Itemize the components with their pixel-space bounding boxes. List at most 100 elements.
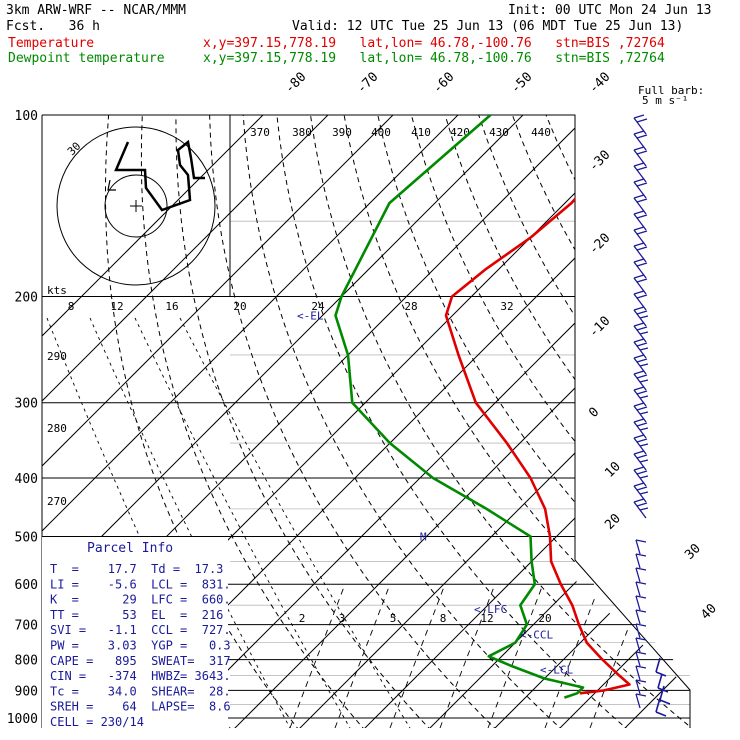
wind-barb	[635, 679, 647, 683]
wind-barb	[633, 306, 645, 311]
theta-label: 440	[531, 126, 551, 139]
mixing-ratio-grid	[289, 584, 646, 728]
plot-frame	[42, 114, 691, 728]
isotherm-grid	[42, 115, 690, 728]
pressure-label: 100	[15, 109, 38, 124]
pressure-labels: 100 200 300 400 500 600 700 800 900 1000	[7, 109, 38, 727]
wind-barb	[633, 178, 645, 183]
wind-barb	[633, 162, 645, 167]
isotherm-line	[42, 115, 459, 728]
wind-barb	[636, 374, 648, 379]
parcel-info-row: SREH = 64 LAPSE= 8.6	[50, 700, 231, 714]
side-label: 280	[47, 422, 67, 435]
wind-barb	[639, 363, 649, 367]
level-marker-lfc: <-LFC	[474, 603, 507, 616]
temperature-profile	[444, 115, 642, 695]
speed-curve	[89, 317, 291, 729]
wind-barb	[633, 242, 645, 247]
parcel-info-row: T = 17.7 Td = 17.3	[50, 562, 223, 576]
wind-barb	[633, 194, 645, 199]
isotherm-label: -80	[282, 70, 309, 97]
dry-adiabat-line	[646, 115, 690, 728]
wind-barb	[633, 466, 645, 471]
wind-barb	[633, 274, 645, 279]
dry-adiabat-line	[209, 115, 498, 728]
hodograph-ring-label: 30	[65, 140, 84, 159]
dry-adiabat-line	[444, 115, 690, 728]
mixing-ratio-line	[589, 584, 646, 728]
isotherm-line	[686, 115, 690, 728]
wind-barb	[639, 379, 649, 383]
hodograph: 30	[56, 126, 216, 286]
wind-barb	[636, 342, 648, 347]
hodograph-marker	[107, 179, 116, 191]
wind-barb	[633, 290, 645, 295]
dry-adiabat-line	[140, 115, 366, 728]
speed-label: 24	[311, 300, 325, 313]
wind-barb	[635, 623, 641, 639]
wind-barb	[635, 665, 641, 681]
wind-barb	[635, 651, 641, 667]
sounding-series	[334, 115, 642, 699]
wind-barb	[635, 693, 641, 709]
wind-barb	[633, 210, 645, 215]
wind-barb	[636, 166, 648, 171]
mixing-ratio-label: 20	[538, 612, 551, 625]
wind-barb	[635, 553, 647, 557]
wind-barb	[636, 182, 648, 187]
wind-barb	[633, 450, 645, 455]
wind-key-value: 5 m s⁻¹	[642, 94, 688, 107]
wind-barb	[635, 553, 641, 569]
wind-barb	[635, 539, 641, 555]
isotherm-label: 40	[698, 601, 720, 623]
wind-barb	[633, 498, 645, 503]
theta-label: 380	[292, 126, 312, 139]
wind-barb	[636, 262, 648, 267]
speed-curve	[179, 317, 411, 729]
pressure-label: 800	[15, 654, 38, 669]
isotherm-line	[42, 115, 329, 728]
wind-barb	[655, 657, 661, 673]
isotherm-line	[491, 115, 690, 728]
parcel-info-row: PW = 3.03 YGP = 0.3	[50, 639, 231, 653]
wind-barb	[633, 226, 645, 231]
dewpoint-legend: Dewpoint temperature	[8, 51, 165, 66]
dry-adiabat-line	[377, 115, 690, 728]
mixing-ratio-label: 3	[339, 612, 346, 625]
wind-barb	[633, 418, 645, 423]
speed-label: 28	[404, 300, 417, 313]
wind-barb	[639, 315, 649, 319]
wind-barb	[635, 693, 647, 697]
theta-label: 390	[332, 126, 352, 139]
wind-barb	[659, 685, 665, 701]
dry-adiabat-line	[175, 115, 432, 728]
wind-barb	[636, 310, 648, 315]
wind-barb	[635, 595, 647, 599]
parcel-info-row: Tc = 34.0 SHEAR= 28.	[50, 684, 231, 698]
wind-barb	[633, 482, 645, 487]
wind-barb	[635, 637, 641, 653]
dry-adiabat-line	[612, 115, 690, 728]
mixing-ratio-line	[487, 584, 544, 728]
isotherm-label: 30	[682, 541, 704, 563]
forecast-hour: Fcst. 36 h	[6, 19, 100, 34]
isotherm-line	[231, 115, 690, 728]
wind-barb	[635, 581, 641, 597]
hodograph-inner-ring	[104, 174, 168, 238]
wind-barb	[636, 486, 648, 491]
isotherm-label: -60	[430, 70, 457, 97]
wind-barb	[636, 246, 648, 251]
isotherm-label: -10	[586, 314, 613, 341]
wind-barb	[655, 671, 667, 677]
isotherm-line	[426, 115, 690, 728]
hodograph-trace	[114, 139, 205, 212]
temperature-location: x,y=397.15,778.19 lat,lon= 46.78,-100.76…	[203, 36, 665, 51]
wind-barb	[633, 258, 645, 263]
wind-barb	[639, 347, 649, 351]
mixing-ratio-label: 5	[390, 612, 397, 625]
wind-barb	[657, 673, 663, 689]
dewpoint-location: x,y=397.15,778.19 lat,lon= 46.78,-100.76…	[203, 51, 665, 66]
wind-barb	[636, 358, 648, 363]
speed-axis-title: kts	[47, 284, 67, 297]
